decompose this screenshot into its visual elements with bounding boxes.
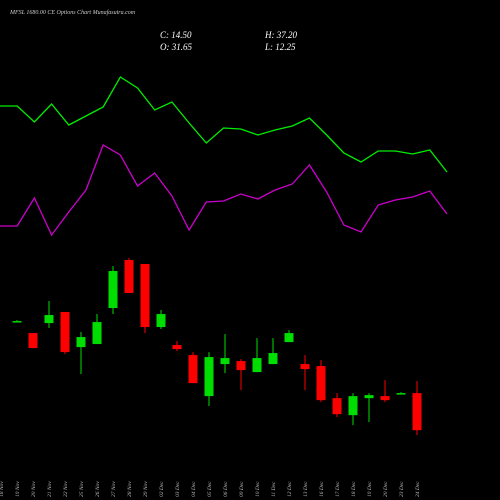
annotation: C: 14.50 xyxy=(160,30,192,40)
x-tick-label: 23 Dec xyxy=(399,481,405,497)
candle-body xyxy=(364,395,374,399)
candle-body xyxy=(124,260,134,294)
candle-body xyxy=(108,271,118,309)
candle-body xyxy=(156,314,166,328)
candle-body xyxy=(204,357,214,397)
x-tick-label: 17 Dec xyxy=(335,481,341,497)
candle-body xyxy=(140,264,150,328)
x-tick-label: 11 Dec xyxy=(271,481,277,497)
candle-body xyxy=(348,396,358,416)
x-tick-label: 06 Dec xyxy=(223,481,229,497)
x-tick-label: 04 Dec xyxy=(190,481,197,497)
x-tick-label: 18 Dec xyxy=(351,481,357,497)
x-tick-label: 03 Dec xyxy=(175,481,181,497)
candle-body xyxy=(268,353,278,365)
x-tick-label: 22 Nov xyxy=(63,481,69,497)
candle-body xyxy=(188,355,198,384)
candle-body xyxy=(12,321,22,323)
x-tick-label: 26 Nov xyxy=(95,481,101,497)
candle-body xyxy=(412,393,422,431)
x-tick-label: 20 Nov xyxy=(31,481,37,497)
candle-body xyxy=(380,396,390,401)
x-tick-label: 27 Nov xyxy=(111,481,117,497)
x-tick-label: 24 Dec xyxy=(414,481,421,497)
x-tick-label: 09 Dec xyxy=(239,481,245,497)
annotation: L: 12.25 xyxy=(264,42,296,52)
x-tick-label: 21 Nov xyxy=(47,481,53,497)
x-tick-label: 12 Dec xyxy=(287,481,293,497)
candle-body xyxy=(236,361,246,371)
candle-body xyxy=(76,337,86,348)
x-tick-label: 16 Dec xyxy=(319,481,325,497)
annotation: H: 37.20 xyxy=(264,30,297,40)
x-tick-label: 19 Dec xyxy=(367,481,373,497)
candle-body xyxy=(28,333,38,349)
x-tick-label: 29 Nov xyxy=(143,481,149,497)
candle-body xyxy=(252,358,262,373)
x-tick-label: 28 Nov xyxy=(127,481,133,497)
candle-body xyxy=(44,315,54,324)
candle-body xyxy=(60,312,70,353)
x-tick-label: 18 Nov xyxy=(0,481,5,497)
candle-body xyxy=(300,364,310,370)
x-tick-label: 10 Dec xyxy=(255,481,261,497)
x-tick-label: 05 Dec xyxy=(207,481,213,497)
chart-title: MFSL 1680.00 CE Options Chart Munafasutr… xyxy=(9,9,136,16)
annotation: O: 31.65 xyxy=(160,42,192,52)
candle-body xyxy=(284,333,294,343)
candle-body xyxy=(220,358,230,365)
x-tick-label: 19 Nov xyxy=(15,481,21,497)
x-tick-label: 13 Dec xyxy=(303,481,309,497)
candle-body xyxy=(332,398,342,415)
candle-body xyxy=(92,322,102,345)
candle-body xyxy=(316,366,326,401)
x-tick-label: 02 Dec xyxy=(159,481,165,497)
candle-body xyxy=(396,393,406,395)
x-tick-label: 25 Nov xyxy=(79,481,85,497)
x-tick-label: 20 Dec xyxy=(383,481,389,497)
indicator-line xyxy=(0,76,448,173)
indicator-line xyxy=(0,144,448,237)
candle-body xyxy=(172,345,182,350)
